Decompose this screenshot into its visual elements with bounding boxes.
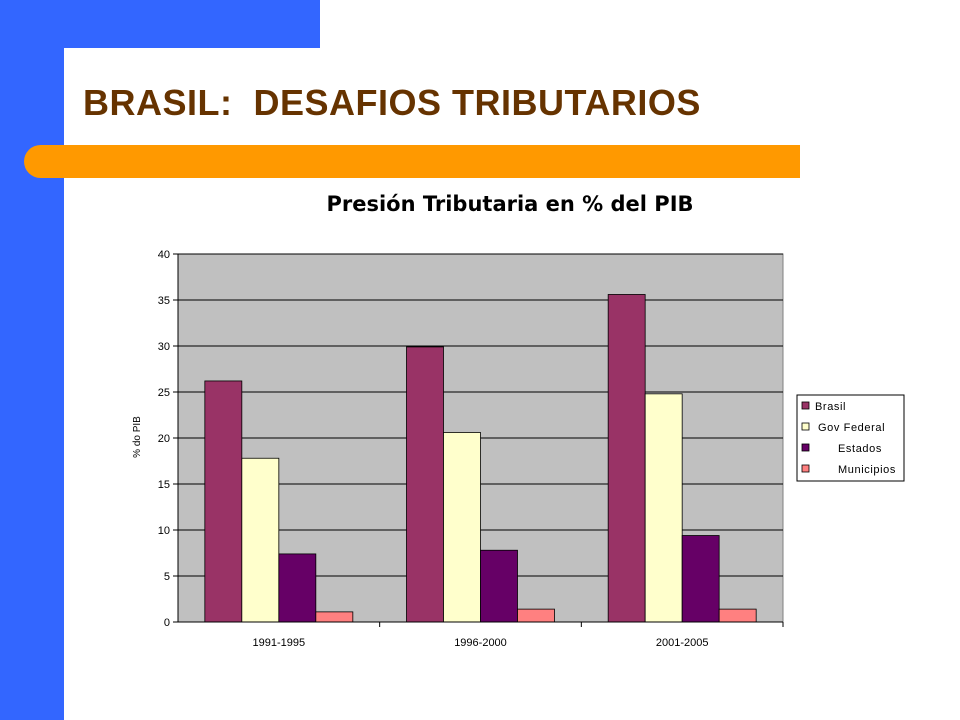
top-corner-decoration <box>0 0 320 48</box>
legend-swatch-municipios <box>801 464 810 473</box>
legend-label-gov-federal: Gov Federal <box>818 422 885 434</box>
x-tick-label: 1991-1995 <box>253 637 306 649</box>
y-tick-label: 5 <box>164 571 170 583</box>
bar-brasil-2001-2005 <box>607 294 646 623</box>
legend: Brasil Gov Federal Estados Municipios <box>796 394 905 482</box>
y-tick-label: 35 <box>158 295 170 307</box>
y-tick-label: 40 <box>158 249 170 261</box>
chart-title: Presión Tributaria en % del PIB <box>326 192 693 216</box>
bar-brasil-1996-2000 <box>406 346 444 623</box>
y-tick-label: 0 <box>164 617 170 629</box>
bar-gov-federal-1991-1995 <box>241 457 280 623</box>
bar-municipios-2001-2005 <box>718 608 757 623</box>
x-tick-label: 2001-2005 <box>656 637 709 649</box>
axes: 0 5 10 15 20 25 30 35 40 1991-1995 1996-2000 2001-2… <box>158 249 784 649</box>
bar-brasil-1991-1995 <box>204 380 243 623</box>
bar-municipios-1991-1995 <box>315 611 354 623</box>
legend-swatch-gov-federal <box>801 422 810 431</box>
bar-gov-federal-1996-2000 <box>443 432 481 623</box>
legend-swatch-estados <box>801 443 810 452</box>
bar-estados-2001-2005 <box>681 535 720 623</box>
legend-label-brasil: Brasil <box>815 401 846 413</box>
legend-label-municipios: Municipios <box>838 464 896 476</box>
bar-estados-1996-2000 <box>480 549 518 623</box>
y-tick-label: 15 <box>158 479 170 491</box>
y-tick-label: 20 <box>158 433 170 445</box>
accent-bar <box>24 145 800 178</box>
legend-box <box>796 394 905 482</box>
y-tick-label: 30 <box>158 341 170 353</box>
sidebar-decoration <box>0 0 64 720</box>
y-tick-label: 10 <box>158 525 170 537</box>
bar-estados-1991-1995 <box>278 553 317 623</box>
legend-label-estados: Estados <box>838 443 882 455</box>
bar-municipios-1996-2000 <box>517 608 555 623</box>
x-tick-label: 1996-2000 <box>454 637 507 649</box>
slide-title: BRASIL: DESAFIOS TRIBUTARIOS <box>83 82 701 123</box>
y-axis-label: % do PIB <box>132 416 143 458</box>
legend-swatch-brasil <box>801 401 810 410</box>
bar-gov-federal-2001-2005 <box>644 393 683 623</box>
bars <box>204 294 757 623</box>
y-tick-label: 25 <box>158 387 170 399</box>
